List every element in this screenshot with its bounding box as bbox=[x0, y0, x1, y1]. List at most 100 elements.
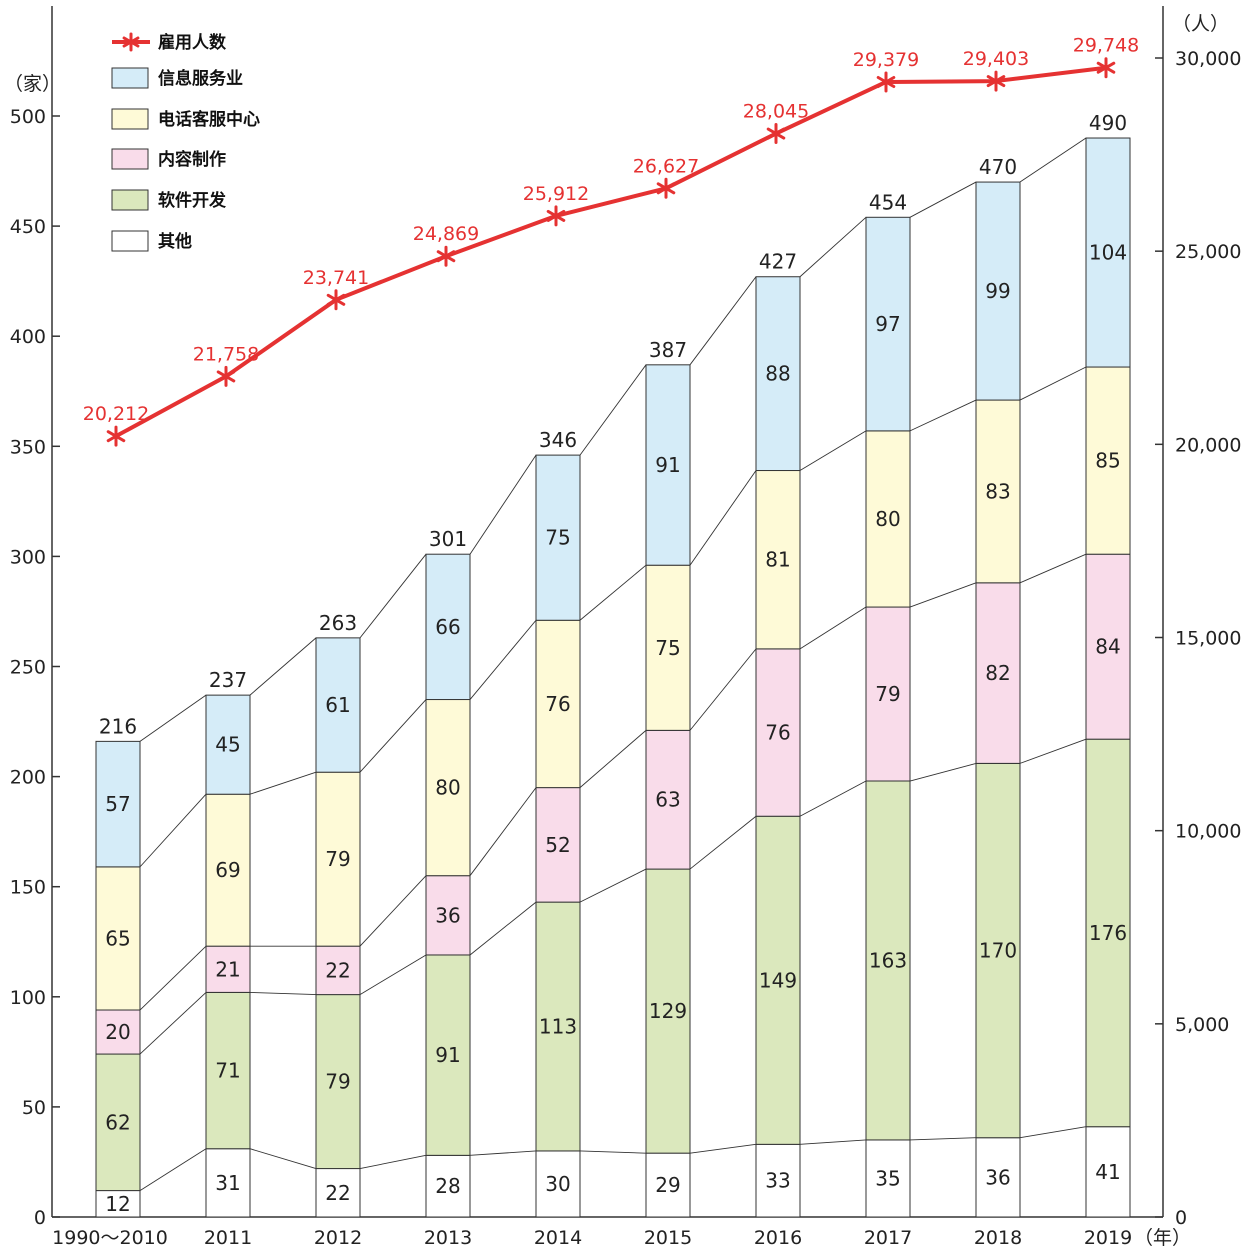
legend-swatch bbox=[111, 230, 149, 252]
connector-line bbox=[359, 699, 427, 773]
marker-stroke bbox=[986, 75, 1006, 88]
bar-value-label: 99 bbox=[985, 279, 1010, 303]
connector-line bbox=[909, 181, 977, 218]
x-tick-label: 2017 bbox=[864, 1227, 912, 1248]
bar-value-label: 65 bbox=[105, 926, 130, 950]
connector-line bbox=[139, 945, 207, 1011]
employment-value-label: 25,912 bbox=[523, 183, 589, 205]
bar-value-label: 97 bbox=[875, 312, 900, 336]
bar-segment bbox=[95, 1009, 141, 1055]
connector-line bbox=[799, 1139, 867, 1145]
employment-line: 20,212 21,758 23,741 24,869 25,912 26,627 28,0… bbox=[83, 35, 1139, 447]
employment-point bbox=[876, 71, 896, 93]
bar-value-label: 61 bbox=[325, 693, 350, 717]
marker-stroke bbox=[122, 36, 140, 48]
bar-total-label: 216 bbox=[99, 714, 137, 738]
employment-point bbox=[216, 365, 236, 387]
employment-value-label: 20,212 bbox=[83, 403, 149, 425]
employment-value-label: 21,758 bbox=[193, 343, 259, 365]
connector-line bbox=[909, 1137, 977, 1141]
bar-value-label: 176 bbox=[1089, 921, 1127, 945]
bar-value-label: 69 bbox=[215, 858, 240, 882]
connector-line bbox=[579, 730, 647, 788]
bar-segment bbox=[865, 1139, 911, 1218]
connector-line bbox=[249, 991, 317, 996]
bar-value-label: 63 bbox=[655, 788, 680, 812]
bar-segment bbox=[865, 430, 911, 608]
bar-total-label: 346 bbox=[539, 428, 577, 452]
bar-value-label: 57 bbox=[105, 792, 130, 816]
bar-value-label: 170 bbox=[979, 939, 1017, 963]
bar-value-label: 12 bbox=[105, 1192, 130, 1216]
bar-segment bbox=[315, 771, 361, 947]
bar-value-label: 30 bbox=[545, 1172, 570, 1196]
bar-segment bbox=[535, 901, 581, 1152]
bar-segment bbox=[645, 868, 691, 1154]
x-tick-label: 2016 bbox=[754, 1227, 802, 1248]
bar-value-label: 29 bbox=[655, 1173, 680, 1197]
left-tick-label: 100 bbox=[10, 987, 46, 1009]
bar-value-label: 22 bbox=[325, 958, 350, 982]
bar-value-label: 79 bbox=[875, 682, 900, 706]
bar-segment bbox=[425, 954, 471, 1156]
bar-value-label: 84 bbox=[1095, 635, 1120, 659]
connector-line bbox=[689, 1143, 757, 1154]
x-axis-unit: （年） bbox=[1134, 1227, 1191, 1248]
bar-value-label: 36 bbox=[435, 903, 460, 927]
left-tick-label: 300 bbox=[10, 546, 46, 568]
bar-value-label: 79 bbox=[325, 847, 350, 871]
legend-label: 其他 bbox=[158, 231, 192, 252]
marker-stroke bbox=[326, 293, 346, 306]
legend-marker bbox=[122, 32, 140, 52]
legend-label: 软件开发 bbox=[158, 190, 227, 211]
right-tick-label: 5,000 bbox=[1175, 1014, 1229, 1036]
marker-stroke bbox=[546, 209, 566, 222]
bar-value-label: 22 bbox=[325, 1181, 350, 1205]
bar-value-label: 36 bbox=[985, 1165, 1010, 1189]
bar-value-label: 80 bbox=[435, 776, 460, 800]
bar-total-label: 427 bbox=[759, 250, 797, 274]
marker-stroke bbox=[656, 182, 676, 195]
connector-line bbox=[689, 470, 757, 566]
bar-segment bbox=[535, 787, 581, 903]
marker-stroke bbox=[436, 250, 456, 263]
bar-value-label: 35 bbox=[875, 1166, 900, 1190]
bar-value-label: 71 bbox=[215, 1059, 240, 1083]
bar-value-label: 129 bbox=[649, 999, 687, 1023]
bar-value-label: 62 bbox=[105, 1110, 130, 1134]
bar-segment bbox=[1085, 366, 1131, 555]
x-tick-label: 2011 bbox=[204, 1227, 252, 1248]
bar-value-label: 21 bbox=[215, 957, 240, 981]
bar-value-label: 20 bbox=[105, 1020, 130, 1044]
connector-line bbox=[689, 648, 757, 731]
x-tick-label: 2014 bbox=[534, 1227, 582, 1248]
legend-swatch bbox=[111, 67, 149, 89]
right-tick-label: 10,000 bbox=[1175, 821, 1241, 843]
right-tick-label: 25,000 bbox=[1175, 241, 1241, 263]
right-tick-label: 30,000 bbox=[1175, 48, 1241, 70]
bar-segment bbox=[1085, 137, 1131, 368]
employment-value-label: 28,045 bbox=[743, 101, 809, 123]
legend-swatch bbox=[111, 108, 149, 130]
connector-line bbox=[799, 780, 867, 817]
bar-segment bbox=[755, 470, 801, 650]
x-tick-label: 2015 bbox=[644, 1227, 692, 1248]
employment-point bbox=[106, 425, 126, 447]
bar-segment bbox=[205, 945, 251, 993]
x-tick-label: 1990～2010 bbox=[52, 1227, 168, 1248]
bar-segment bbox=[425, 875, 471, 956]
employment-value-label: 23,741 bbox=[303, 267, 369, 289]
bar-segment bbox=[425, 699, 471, 877]
bar-segment bbox=[425, 553, 471, 701]
connector-line bbox=[909, 399, 977, 432]
connector-line bbox=[799, 430, 867, 471]
connector-line bbox=[579, 1150, 647, 1154]
connector-line bbox=[249, 637, 317, 696]
left-tick-label: 0 bbox=[34, 1207, 46, 1229]
connector-line bbox=[359, 553, 427, 639]
bars: 12 62 20 65 57 216 31 71 21 69 45 237 22 79 22 79 61 263 2… bbox=[95, 111, 1131, 1218]
bar-segment bbox=[205, 793, 251, 947]
marker-stroke bbox=[216, 370, 236, 383]
bar-segment bbox=[755, 1143, 801, 1218]
